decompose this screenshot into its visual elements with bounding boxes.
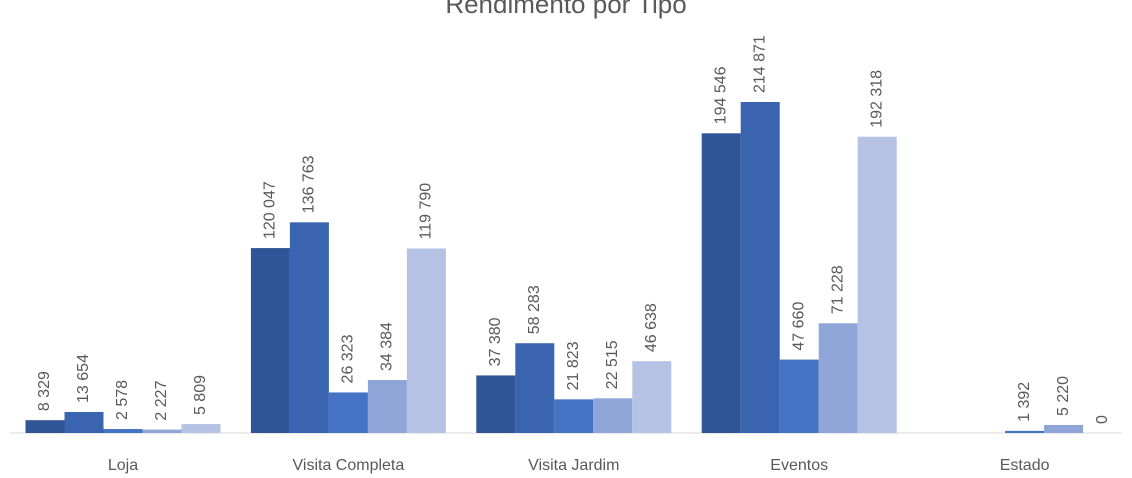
- data-label: 26 323: [340, 334, 357, 383]
- data-label: 22 515: [604, 340, 621, 389]
- data-label: 120 047: [262, 181, 279, 239]
- bar: [289, 222, 329, 433]
- x-tick-label: Visita Jardim: [528, 457, 619, 474]
- data-label: 71 228: [829, 265, 846, 314]
- bar: [328, 392, 368, 433]
- bar: [476, 375, 516, 433]
- bar: [554, 399, 594, 433]
- bar: [250, 248, 290, 433]
- data-label: 34 384: [379, 322, 396, 371]
- bar: [406, 248, 446, 433]
- data-label: 46 638: [643, 303, 660, 352]
- bar: [740, 102, 780, 433]
- data-label: 8 329: [36, 371, 53, 411]
- data-label: 2 227: [153, 380, 170, 420]
- x-tick-label: Eventos: [770, 457, 828, 474]
- x-tick-label: Estado: [1000, 457, 1050, 474]
- data-label: 136 763: [301, 155, 318, 213]
- bar: [64, 411, 104, 433]
- data-label: 58 283: [526, 285, 543, 334]
- bar: [103, 429, 143, 433]
- data-label: 5 809: [192, 375, 209, 415]
- data-label: 2 578: [114, 380, 131, 420]
- data-label: 1 392: [1016, 382, 1033, 422]
- data-label: 13 654: [75, 354, 92, 403]
- bar: [857, 136, 897, 433]
- bar: [515, 343, 555, 433]
- bar: [142, 429, 182, 433]
- x-tick-label: Visita Completa: [293, 457, 405, 474]
- bar: [25, 420, 65, 433]
- data-label: 21 823: [565, 341, 582, 390]
- bar: [632, 361, 672, 433]
- data-label: 194 546: [712, 66, 729, 124]
- bar: [181, 424, 221, 433]
- data-label: 192 318: [868, 70, 885, 128]
- bar: [701, 133, 741, 434]
- bar: [1005, 430, 1045, 433]
- data-label: 0: [1094, 415, 1111, 424]
- data-label: 214 871: [751, 35, 768, 93]
- x-tick-label: Loja: [108, 457, 138, 474]
- chart-title: Rendimento por Tipo: [445, 0, 686, 19]
- data-label: 5 220: [1055, 376, 1072, 416]
- data-label: 47 660: [790, 302, 807, 351]
- bar: [1044, 424, 1084, 433]
- bar: [818, 323, 858, 433]
- bar: [779, 359, 819, 433]
- data-label: 37 380: [487, 317, 504, 366]
- bar: [367, 380, 407, 433]
- data-label: 119 790: [418, 183, 435, 240]
- bar: [593, 398, 633, 433]
